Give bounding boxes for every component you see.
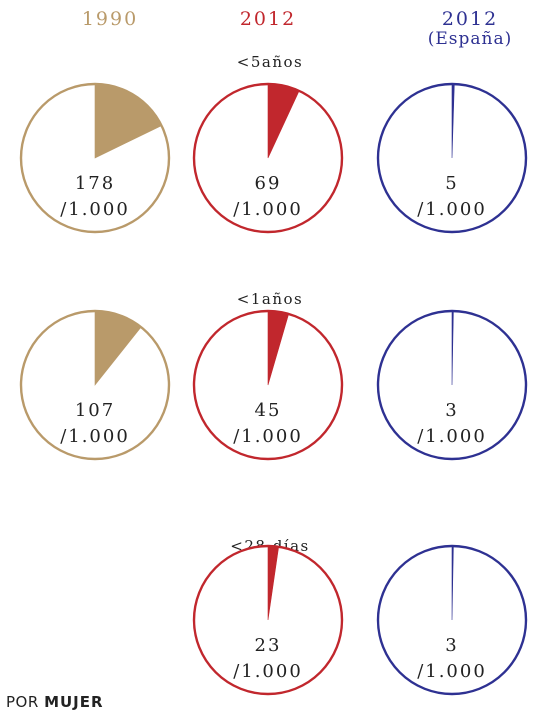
pie-2-0: 23/1.000	[192, 544, 344, 696]
pie-0-0-slice	[94, 83, 162, 159]
pie-1-0-value-label: 107	[75, 400, 115, 421]
pie-2-1-value-label: 3	[445, 635, 458, 656]
pie-0-2-slice	[451, 83, 455, 159]
pie-1-2-value-label: 3	[445, 400, 458, 421]
pie-0-2-value-label: 5	[445, 173, 458, 194]
pie-1-0: 107/1.000	[19, 309, 171, 461]
column-header-1990: 1990	[40, 10, 180, 29]
pie-1-2-unit-label: /1.000	[417, 426, 487, 447]
pie-0-0-unit-label: /1.000	[60, 199, 130, 220]
footer-emphasis: MUJER	[44, 693, 104, 711]
pie-0-0: 178/1.000	[19, 82, 171, 234]
pie-1-1-unit-label: /1.000	[233, 426, 303, 447]
column-header-2012-spain-label: 2012	[441, 8, 499, 30]
pie-0-1-slice	[267, 83, 300, 159]
pie-1-1-slice	[267, 310, 290, 386]
pie-2-0-unit-label: /1.000	[233, 661, 303, 682]
pie-2-0-slice	[267, 545, 280, 621]
pie-0-2-unit-label: /1.000	[417, 199, 487, 220]
pie-1-1: 45/1.000	[192, 309, 344, 461]
pie-1-2-slice	[451, 310, 454, 386]
section-label-under-5: <5años	[236, 53, 304, 71]
pie-1-0-unit-label: /1.000	[60, 426, 130, 447]
pie-1-2: 3/1.000	[376, 309, 528, 461]
pie-2-0-value-label: 23	[255, 635, 282, 656]
column-header-2012: 2012	[198, 10, 338, 29]
footer-note: POR MUJER	[6, 693, 104, 711]
pie-0-0-value-label: 178	[75, 173, 115, 194]
pie-1-0-slice	[94, 310, 142, 386]
pie-0-2: 5/1.000	[376, 82, 528, 234]
section-label-under-1: <1años	[236, 290, 304, 308]
pie-1-1-value-label: 45	[255, 400, 282, 421]
pie-2-1: 3/1.000	[376, 544, 528, 696]
column-header-1990-label: 1990	[81, 8, 139, 30]
footer-prefix: POR	[6, 693, 39, 711]
pie-0-1: 69/1.000	[192, 82, 344, 234]
column-header-2012-spain: 2012 (España)	[400, 10, 540, 49]
column-header-2012-label: 2012	[239, 8, 297, 30]
pie-0-1-value-label: 69	[255, 173, 282, 194]
pie-2-1-slice	[451, 545, 454, 621]
pie-2-1-unit-label: /1.000	[417, 661, 487, 682]
column-header-2012-spain-sublabel: (España)	[427, 29, 513, 49]
pie-0-1-unit-label: /1.000	[233, 199, 303, 220]
